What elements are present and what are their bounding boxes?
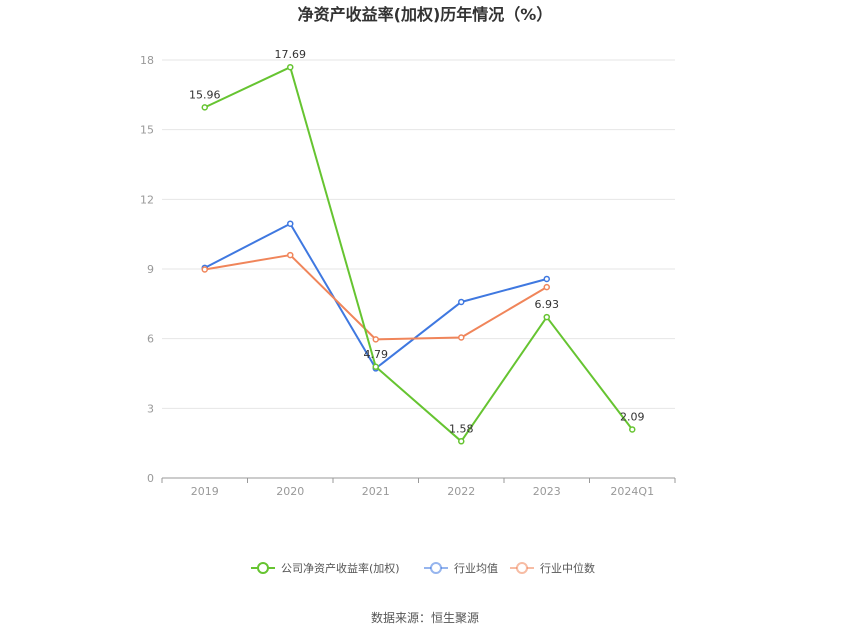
y-tick-label: 15 <box>140 124 154 137</box>
y-tick-label: 3 <box>147 402 154 415</box>
data-point <box>543 283 550 291</box>
y-tick-label: 12 <box>140 193 154 206</box>
series-line <box>204 254 548 341</box>
data-point <box>372 363 379 371</box>
y-tick-label: 18 <box>140 54 154 67</box>
chart-title: 净资产收益率(加权)历年情况（%） <box>298 5 553 24</box>
series-line <box>204 222 548 370</box>
y-tick-label: 6 <box>147 333 154 346</box>
x-tick-label: 2020 <box>276 485 304 498</box>
legend-label: 行业均值 <box>454 562 498 575</box>
legend-label: 公司净资产收益率(加权) <box>281 561 400 575</box>
legend-marker-icon <box>430 562 442 574</box>
legend-item-2[interactable]: 行业中位数 <box>510 561 595 575</box>
data-point <box>458 298 465 306</box>
legend-item-0[interactable]: 公司净资产收益率(加权) <box>251 561 400 575</box>
data-label: 15.96 <box>189 88 221 101</box>
series-0 <box>201 63 636 445</box>
x-tick-label: 2023 <box>533 485 561 498</box>
grid-lines: 0 3 6 9 12 15 18 <box>140 54 675 485</box>
data-point <box>372 336 379 343</box>
series-line <box>204 66 634 443</box>
data-point <box>458 334 465 341</box>
data-point <box>287 220 294 227</box>
x-tick-label: 2021 <box>362 485 390 498</box>
data-label: 4.79 <box>364 348 389 361</box>
data-point <box>458 438 465 445</box>
x-tick-label: 2019 <box>191 485 219 498</box>
data-point <box>543 313 550 321</box>
legend: 公司净资产收益率(加权) 行业均值 行业中位数 <box>251 561 595 575</box>
legend-marker-icon <box>516 562 528 574</box>
x-tick-label: 2024Q1 <box>610 485 654 498</box>
x-axis: 2019 2020 2021 2022 2023 2024Q1 <box>161 477 676 498</box>
data-label: 1.58 <box>449 422 474 435</box>
data-labels: 15.96 17.69 4.79 1.58 6.93 2.09 <box>189 48 645 435</box>
series-layer <box>201 63 636 445</box>
data-label: 6.93 <box>535 298 560 311</box>
data-label: 2.09 <box>620 410 645 423</box>
source-note: 数据来源：恒生聚源 <box>371 610 479 625</box>
series-2 <box>201 251 550 343</box>
data-label: 17.69 <box>275 48 307 61</box>
data-point <box>201 266 208 273</box>
legend-item-1[interactable]: 行业均值 <box>424 562 498 575</box>
legend-marker-icon <box>257 562 269 574</box>
data-point <box>629 426 636 433</box>
legend-label: 行业中位数 <box>540 561 595 575</box>
data-point <box>201 104 208 111</box>
data-point <box>543 275 550 283</box>
data-point <box>287 251 294 259</box>
y-tick-label: 0 <box>147 472 154 485</box>
y-tick-label: 9 <box>147 263 154 276</box>
x-tick-label: 2022 <box>447 485 475 498</box>
data-point <box>287 63 294 71</box>
